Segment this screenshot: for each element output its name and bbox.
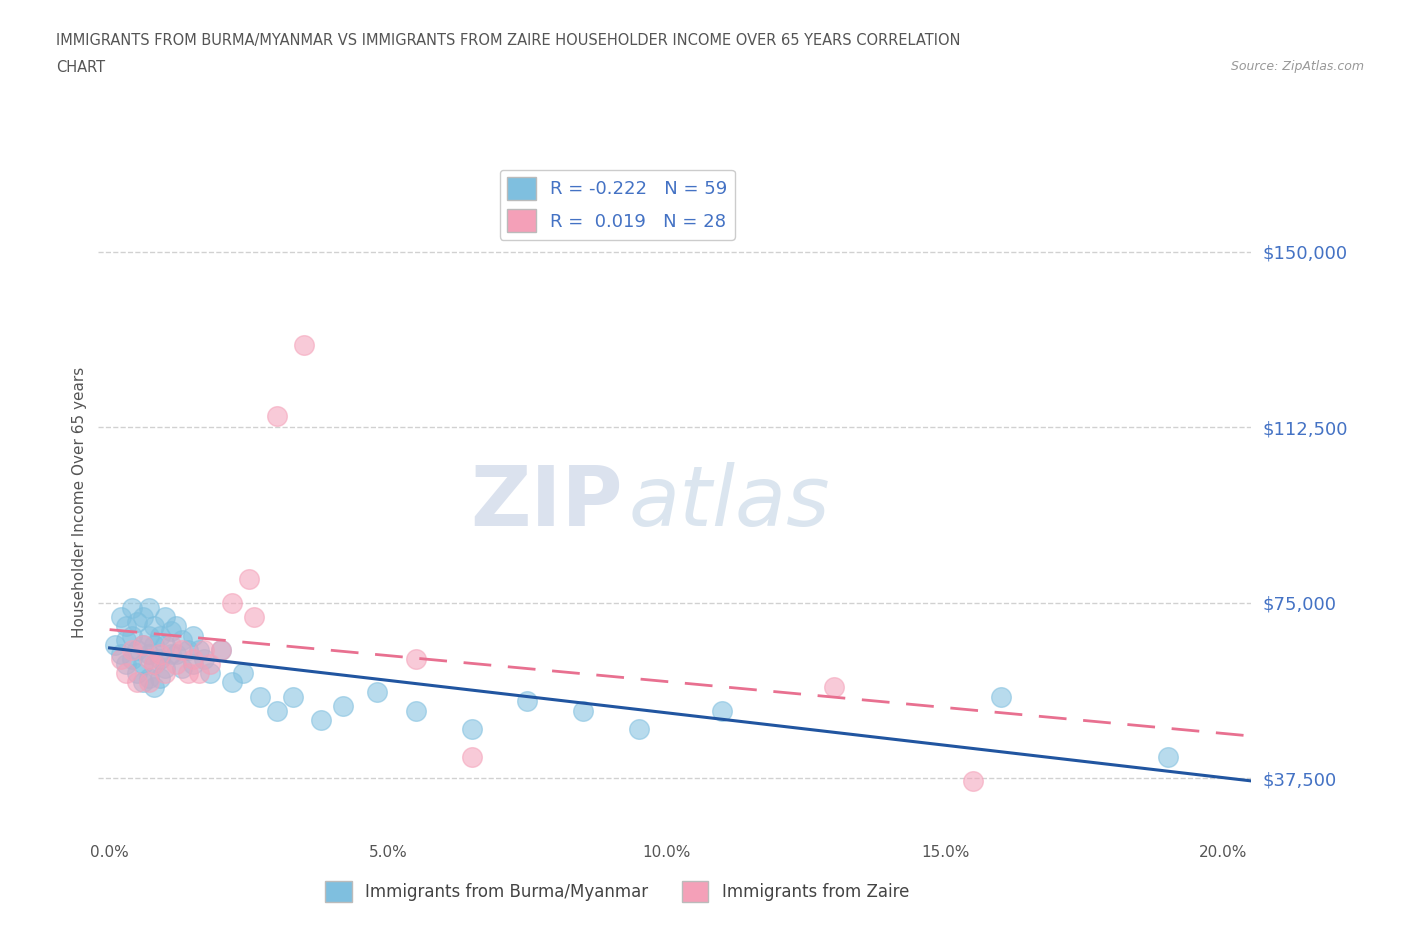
Point	[132, 638, 155, 653]
Point	[127, 643, 149, 658]
Point	[115, 657, 138, 671]
Point	[143, 657, 166, 671]
Y-axis label: Householder Income Over 65 years: Householder Income Over 65 years	[72, 366, 87, 638]
Point	[181, 657, 204, 671]
Point	[121, 652, 143, 667]
Point	[138, 600, 160, 615]
Point	[110, 652, 132, 667]
Point	[132, 675, 155, 690]
Point	[138, 652, 160, 667]
Point	[110, 647, 132, 662]
Point	[823, 680, 845, 695]
Point	[132, 638, 155, 653]
Point	[243, 609, 266, 624]
Text: Source: ZipAtlas.com: Source: ZipAtlas.com	[1230, 60, 1364, 73]
Point	[187, 666, 209, 681]
Point	[627, 722, 650, 737]
Point	[198, 657, 221, 671]
Point	[405, 652, 427, 667]
Point	[155, 661, 177, 676]
Point	[138, 647, 160, 662]
Point	[121, 643, 143, 658]
Point	[155, 609, 177, 624]
Point	[460, 722, 482, 737]
Point	[238, 572, 260, 587]
Point	[198, 666, 221, 681]
Point	[132, 609, 155, 624]
Point	[110, 609, 132, 624]
Point	[138, 671, 160, 685]
Point	[962, 774, 984, 789]
Point	[149, 652, 172, 667]
Point	[138, 628, 160, 643]
Point	[165, 647, 187, 662]
Point	[115, 666, 138, 681]
Point	[104, 638, 127, 653]
Point	[187, 643, 209, 658]
Point	[294, 338, 316, 352]
Point	[366, 684, 388, 699]
Point	[283, 689, 305, 704]
Point	[143, 618, 166, 633]
Point	[170, 643, 193, 658]
Point	[266, 703, 288, 718]
Point	[176, 666, 198, 681]
Point	[159, 647, 181, 662]
Text: ZIP: ZIP	[471, 461, 623, 543]
Point	[159, 623, 181, 638]
Point	[516, 694, 538, 709]
Point	[332, 698, 354, 713]
Point	[121, 600, 143, 615]
Point	[149, 647, 172, 662]
Point	[266, 408, 288, 423]
Point	[170, 661, 193, 676]
Point	[1157, 750, 1180, 764]
Point	[405, 703, 427, 718]
Point	[143, 657, 166, 671]
Point	[572, 703, 595, 718]
Point	[221, 595, 243, 610]
Point	[165, 657, 187, 671]
Text: CHART: CHART	[56, 60, 105, 75]
Point	[209, 643, 232, 658]
Point	[232, 666, 254, 681]
Point	[149, 671, 172, 685]
Point	[221, 675, 243, 690]
Point	[170, 633, 193, 648]
Point	[115, 633, 138, 648]
Point	[990, 689, 1012, 704]
Point	[132, 657, 155, 671]
Point	[181, 628, 204, 643]
Point	[149, 628, 172, 643]
Point	[309, 712, 332, 727]
Point	[127, 675, 149, 690]
Text: IMMIGRANTS FROM BURMA/MYANMAR VS IMMIGRANTS FROM ZAIRE HOUSEHOLDER INCOME OVER 6: IMMIGRANTS FROM BURMA/MYANMAR VS IMMIGRA…	[56, 33, 960, 47]
Point	[176, 643, 198, 658]
Point	[143, 680, 166, 695]
Point	[155, 638, 177, 653]
Point	[155, 666, 177, 681]
Point	[249, 689, 271, 704]
Point	[181, 652, 204, 667]
Point	[193, 643, 215, 658]
Point	[115, 618, 138, 633]
Point	[159, 638, 181, 653]
Text: atlas: atlas	[628, 461, 831, 543]
Point	[209, 643, 232, 658]
Point	[127, 614, 149, 629]
Point	[143, 638, 166, 653]
Legend: Immigrants from Burma/Myanmar, Immigrants from Zaire: Immigrants from Burma/Myanmar, Immigrant…	[319, 874, 915, 909]
Point	[127, 666, 149, 681]
Point	[121, 628, 143, 643]
Point	[193, 652, 215, 667]
Point	[165, 618, 187, 633]
Point	[711, 703, 734, 718]
Point	[460, 750, 482, 764]
Point	[138, 675, 160, 690]
